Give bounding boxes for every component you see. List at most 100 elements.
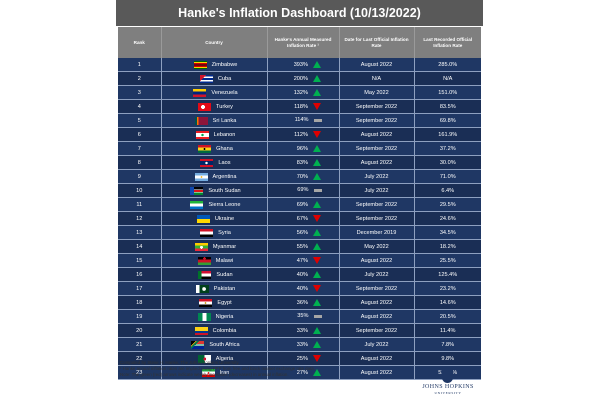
hanke-rate-cell: 69% bbox=[267, 183, 340, 198]
hanke-rate-cell: 114% bbox=[267, 113, 340, 128]
laos-flag-icon bbox=[200, 158, 214, 167]
hanke-rate-value: 114% bbox=[294, 117, 309, 124]
country-name: Nigeria bbox=[215, 313, 234, 320]
hanke-rate-value: 33% bbox=[296, 341, 308, 348]
official-date-cell: August 2022 bbox=[339, 309, 415, 324]
hanke-rate-value: 33% bbox=[296, 327, 308, 334]
malawi-flag-icon bbox=[197, 256, 211, 265]
hanke-rate-cell: 200% bbox=[267, 71, 340, 86]
hanke-rate-cell: 40% bbox=[267, 281, 340, 296]
hanke-rate-value: 70% bbox=[296, 173, 308, 180]
official-rate-cell: 18.2% bbox=[414, 239, 481, 254]
footnote-credit: Computed by Steve H. Hanke, The Johns Ho… bbox=[120, 360, 240, 365]
official-date-cell: August 2022 bbox=[339, 155, 415, 170]
official-date-cell: August 2022 bbox=[339, 295, 415, 310]
up-arrow-icon bbox=[313, 271, 321, 278]
logo-sub: UNIVERSITY bbox=[434, 391, 462, 395]
table-row: 11 Sierra Leone 69% September 2022 29.5% bbox=[118, 197, 481, 212]
rank-cell: 16 bbox=[118, 267, 162, 282]
hanke-rate-value: 96% bbox=[296, 145, 308, 152]
country-cell: Ghana bbox=[161, 141, 268, 156]
country-name: Colombia bbox=[212, 327, 237, 334]
rank-cell: 20 bbox=[118, 323, 162, 338]
country-name: South Sudan bbox=[208, 187, 241, 194]
inflation-table: Rank Country Hanke's Annual Measured Inf… bbox=[118, 27, 481, 380]
column-header-country: Country bbox=[161, 27, 268, 58]
hanke-rate-value: 35% bbox=[297, 313, 309, 320]
official-rate-cell: 34.5% bbox=[414, 225, 481, 240]
country-name: Ukraine bbox=[214, 215, 235, 222]
country-cell: South Sudan bbox=[161, 183, 268, 198]
up-arrow-icon bbox=[313, 89, 321, 96]
official-date-cell: N/A bbox=[339, 71, 415, 86]
hanke-rate-value: 69% bbox=[297, 187, 309, 194]
down-arrow-icon bbox=[313, 355, 321, 362]
official-date-cell: August 2022 bbox=[339, 253, 415, 268]
official-date-cell: July 2022 bbox=[339, 183, 415, 198]
hanke-rate-value: 40% bbox=[296, 271, 308, 278]
country-cell: Nigeria bbox=[161, 309, 268, 324]
hanke-rate-value: 69% bbox=[296, 201, 308, 208]
inflation-dashboard: Hanke's Inflation Dashboard (10/13/2022)… bbox=[116, 0, 483, 400]
official-rate-cell: 20.5% bbox=[414, 309, 481, 324]
official-date-cell: August 2022 bbox=[339, 58, 415, 72]
official-date-cell: September 2022 bbox=[339, 99, 415, 114]
official-date-cell: August 2022 bbox=[339, 365, 415, 380]
country-name: Lebanon bbox=[213, 131, 236, 138]
country-name: Syria bbox=[218, 229, 231, 236]
hanke-rate-cell: 96% bbox=[267, 141, 340, 156]
hanke-rate-value: 55% bbox=[296, 243, 308, 250]
official-rate-cell: 7.8% bbox=[414, 337, 481, 352]
country-cell: Zimbabwe bbox=[161, 58, 268, 72]
up-arrow-icon bbox=[313, 159, 321, 166]
rank-cell: 15 bbox=[118, 253, 162, 268]
hanke-rate-cell: 70% bbox=[267, 169, 340, 184]
table-row: 7 Ghana 96% September 2022 37.2% bbox=[118, 141, 481, 156]
rank-cell: 8 bbox=[118, 155, 162, 170]
rank-cell: 6 bbox=[118, 127, 162, 142]
country-name: Zimbabwe bbox=[211, 61, 238, 68]
hanke-rate-cell: 35% bbox=[267, 309, 340, 324]
rank-cell: 1 bbox=[118, 58, 162, 72]
table-body: 1 Zimbabwe 393% August 2022 285.0% 2 Cuba 200% N… bbox=[118, 58, 481, 380]
no-change-icon bbox=[313, 314, 322, 318]
official-rate-cell: 71.0% bbox=[414, 169, 481, 184]
country-cell: Venezuela bbox=[161, 85, 268, 100]
hanke-rate-cell: 83% bbox=[267, 155, 340, 170]
hanke-rate-value: 132% bbox=[293, 89, 308, 96]
up-arrow-icon bbox=[313, 299, 321, 306]
nigeria-flag-icon bbox=[197, 312, 211, 321]
rank-cell: 2 bbox=[118, 71, 162, 86]
official-rate-cell: 11.4% bbox=[414, 323, 481, 338]
sudan-flag-icon bbox=[198, 270, 212, 279]
official-date-cell: May 2022 bbox=[339, 85, 415, 100]
argentina-flag-icon bbox=[194, 172, 208, 181]
lebanon-flag-icon bbox=[195, 130, 209, 139]
country-name: Sierra Leone bbox=[208, 201, 241, 208]
rank-cell: 14 bbox=[118, 239, 162, 254]
hanke-rate-value: 118% bbox=[294, 103, 308, 110]
official-rate-cell: 23.2% bbox=[414, 281, 481, 296]
syria-flag-icon bbox=[200, 228, 214, 237]
table-row: 6 Lebanon 112% August 2022 161.9% bbox=[118, 127, 481, 142]
rank-cell: 11 bbox=[118, 197, 162, 212]
hanke-rate-cell: 132% bbox=[267, 85, 340, 100]
country-cell: Ukraine bbox=[161, 211, 268, 226]
country-cell: Algeria bbox=[161, 351, 268, 366]
up-arrow-icon bbox=[313, 229, 321, 236]
official-date-cell: July 2022 bbox=[339, 169, 415, 184]
table-row: 21 South Africa 33% July 2022 7.8% bbox=[118, 337, 481, 352]
country-name: Iran bbox=[219, 369, 230, 376]
hanke-rate-value: 67% bbox=[296, 215, 308, 222]
country-name: Sri Lanka bbox=[212, 117, 237, 124]
official-rate-cell: 29.5% bbox=[414, 197, 481, 212]
official-date-cell: September 2022 bbox=[339, 323, 415, 338]
official-rate-cell: 151.0% bbox=[414, 85, 481, 100]
official-rate-cell: 125.4% bbox=[414, 267, 481, 282]
logo-name: JOHNS HOPKINS bbox=[422, 384, 474, 390]
hanke-rate-cell: 27% bbox=[267, 365, 340, 380]
country-cell: Colombia bbox=[161, 323, 268, 338]
table-row: 1 Zimbabwe 393% August 2022 285.0% bbox=[118, 58, 481, 72]
up-arrow-icon bbox=[313, 145, 321, 152]
